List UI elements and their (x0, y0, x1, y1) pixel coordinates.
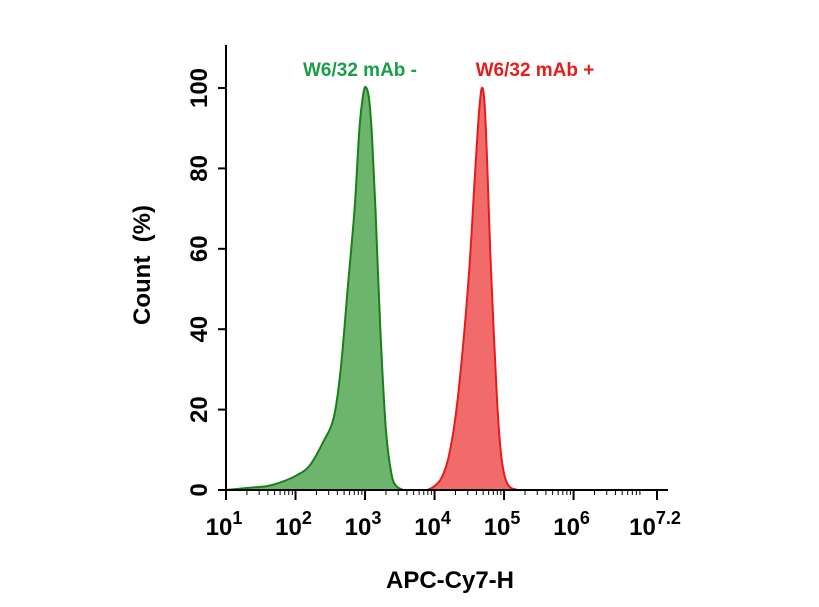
x-tick-label: 101 (206, 508, 243, 541)
axes-layer (225, 45, 668, 491)
label-layer: W6/32 mAb - W6/32 mAb + APC-Cy7-H Count … (129, 60, 594, 594)
x-axis-title: APC-Cy7-H (386, 567, 514, 594)
x-tick-label: 102 (275, 508, 312, 541)
legend-label-negative: W6/32 mAb - (303, 60, 417, 81)
y-tick-label: 100 (186, 68, 213, 108)
series-line-1 (427, 86, 519, 491)
legend-label-positive: W6/32 mAb + (476, 60, 595, 81)
x-tick-label: 103 (345, 508, 382, 541)
x-tick-label: 104 (414, 508, 451, 541)
series-layer (225, 85, 519, 491)
series-area-1 (427, 87, 518, 490)
series-area-0 (226, 86, 404, 491)
y-axis-title: Count (%) (129, 205, 156, 325)
series-line-0 (225, 85, 404, 491)
y-tick-label: 0 (186, 483, 213, 496)
x-tick-label: 105 (484, 508, 521, 541)
x-tick-label: 107.2 (629, 508, 681, 541)
x-tick-label: 106 (553, 508, 590, 541)
y-tick-label: 40 (186, 316, 213, 343)
y-tick-label: 20 (186, 396, 213, 423)
tick-layer: 0 20 40 60 80 100 101 102 103 104 105 106 107.2 (186, 68, 681, 541)
y-tick-label: 80 (186, 155, 213, 182)
y-tick-label: 60 (186, 235, 213, 262)
